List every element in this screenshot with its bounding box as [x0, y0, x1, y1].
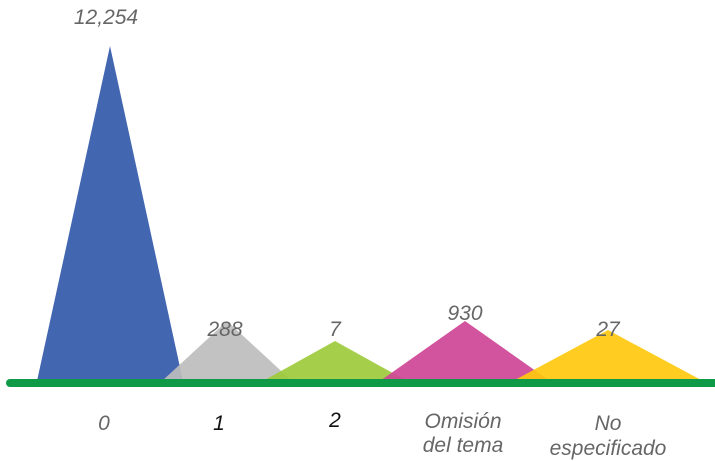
tick-label-1: 1: [213, 412, 225, 435]
value-labels-layer: 12,254 288 7 930 27: [74, 6, 621, 341]
value-label-0: 12,254: [74, 6, 138, 29]
peak-1: [162, 321, 292, 381]
tick-label-4-line-1: especificado: [550, 437, 667, 460]
tick-label-0: 0: [98, 412, 110, 435]
value-label-3: 930: [447, 302, 482, 325]
peak-2: [263, 340, 407, 381]
tick-label-3-line-1: del tema: [423, 434, 504, 457]
peak-0: [37, 46, 183, 381]
tick-label-2: 2: [328, 409, 341, 432]
tick-label-4-line-0: No: [595, 412, 622, 435]
peak-3: [380, 321, 550, 381]
value-label-4: 27: [595, 318, 621, 341]
peak-4: [513, 330, 703, 381]
tick-label-3-line-0: Omisión: [424, 410, 501, 433]
value-label-1: 288: [206, 318, 242, 341]
peaks-layer: [37, 46, 703, 381]
value-label-2: 7: [329, 318, 342, 341]
